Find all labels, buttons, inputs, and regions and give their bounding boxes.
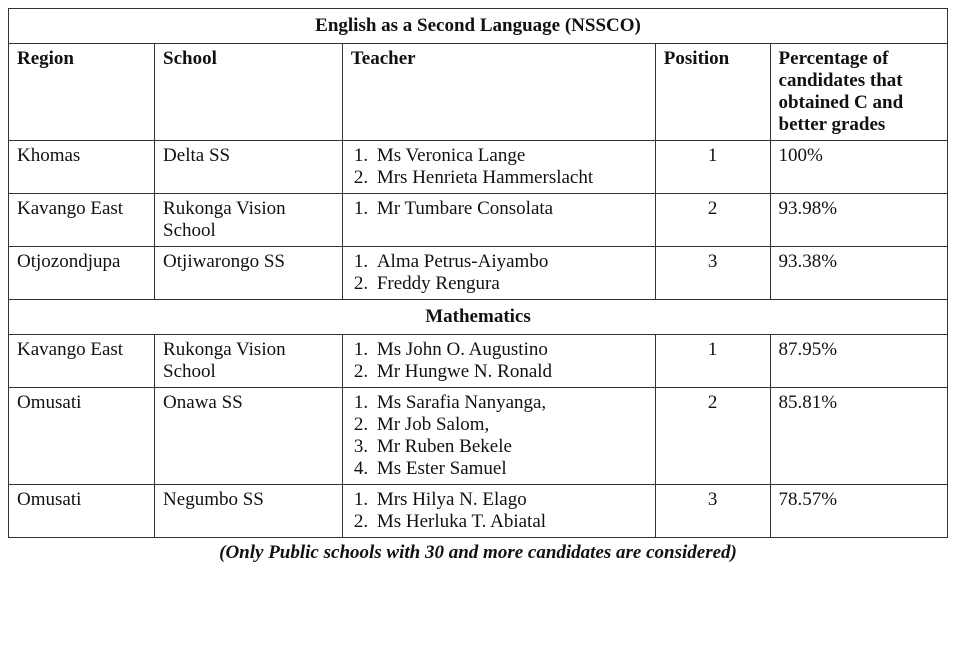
cell-school: Rukonga Vision School [155, 194, 343, 247]
teacher-list: Alma Petrus-Aiyambo Freddy Rengura [351, 251, 647, 295]
table-row: Otjozondjupa Otjiwarongo SS Alma Petrus-… [9, 247, 948, 300]
cell-position: 3 [655, 485, 770, 538]
cell-region: Otjozondjupa [9, 247, 155, 300]
teacher-item: Ms John O. Augustino [373, 339, 647, 361]
cell-percentage: 85.81% [770, 388, 947, 485]
cell-school: Negumbo SS [155, 485, 343, 538]
cell-region: Omusati [9, 485, 155, 538]
teacher-item: Freddy Rengura [373, 273, 647, 295]
cell-teachers: Alma Petrus-Aiyambo Freddy Rengura [342, 247, 655, 300]
teacher-item: Ms Veronica Lange [373, 145, 647, 167]
cell-teachers: Ms Veronica Lange Mrs Henrieta Hammersla… [342, 141, 655, 194]
cell-teachers: Mr Tumbare Consolata [342, 194, 655, 247]
col-header-percentage: Percentage of candidates that obtained C… [770, 44, 947, 141]
table-row: Omusati Negumbo SS Mrs Hilya N. Elago Ms… [9, 485, 948, 538]
cell-teachers: Ms John O. Augustino Mr Hungwe N. Ronald [342, 335, 655, 388]
cell-school: Otjiwarongo SS [155, 247, 343, 300]
table-row: Khomas Delta SS Ms Veronica Lange Mrs He… [9, 141, 948, 194]
teacher-item: Mr Tumbare Consolata [373, 198, 647, 220]
section-title: English as a Second Language (NSSCO) [9, 9, 948, 44]
col-header-region: Region [9, 44, 155, 141]
table-row: Kavango East Rukonga Vision School Mr Tu… [9, 194, 948, 247]
teacher-list: Mrs Hilya N. Elago Ms Herluka T. Abiatal [351, 489, 647, 533]
cell-region: Khomas [9, 141, 155, 194]
teacher-item: Mr Ruben Bekele [373, 436, 647, 458]
table-row: Omusati Onawa SS Ms Sarafia Nanyanga, Mr… [9, 388, 948, 485]
teacher-list: Ms Veronica Lange Mrs Henrieta Hammersla… [351, 145, 647, 189]
table-caption: (Only Public schools with 30 and more ca… [8, 538, 948, 564]
column-header-row: Region School Teacher Position Percentag… [9, 44, 948, 141]
teacher-list: Mr Tumbare Consolata [351, 198, 647, 220]
teacher-item: Alma Petrus-Aiyambo [373, 251, 647, 273]
teacher-item: Mrs Hilya N. Elago [373, 489, 647, 511]
cell-school: Rukonga Vision School [155, 335, 343, 388]
cell-percentage: 93.38% [770, 247, 947, 300]
teacher-item: Mr Hungwe N. Ronald [373, 361, 647, 383]
col-header-school: School [155, 44, 343, 141]
cell-school: Onawa SS [155, 388, 343, 485]
teacher-item: Ms Sarafia Nanyanga, [373, 392, 647, 414]
section-title: Mathematics [9, 300, 948, 335]
cell-percentage: 78.57% [770, 485, 947, 538]
cell-teachers: Mrs Hilya N. Elago Ms Herluka T. Abiatal [342, 485, 655, 538]
teacher-list: Ms Sarafia Nanyanga, Mr Job Salom, Mr Ru… [351, 392, 647, 480]
cell-position: 3 [655, 247, 770, 300]
col-header-teacher: Teacher [342, 44, 655, 141]
cell-teachers: Ms Sarafia Nanyanga, Mr Job Salom, Mr Ru… [342, 388, 655, 485]
col-header-position: Position [655, 44, 770, 141]
section-title-row: English as a Second Language (NSSCO) [9, 9, 948, 44]
cell-position: 2 [655, 194, 770, 247]
teacher-item: Mrs Henrieta Hammerslacht [373, 167, 647, 189]
teacher-item: Ms Ester Samuel [373, 458, 647, 480]
teacher-item: Ms Herluka T. Abiatal [373, 511, 647, 533]
cell-percentage: 93.98% [770, 194, 947, 247]
cell-region: Omusati [9, 388, 155, 485]
teacher-list: Ms John O. Augustino Mr Hungwe N. Ronald [351, 339, 647, 383]
section-title-row: Mathematics [9, 300, 948, 335]
cell-position: 1 [655, 335, 770, 388]
cell-school: Delta SS [155, 141, 343, 194]
cell-position: 1 [655, 141, 770, 194]
cell-percentage: 100% [770, 141, 947, 194]
teacher-item: Mr Job Salom, [373, 414, 647, 436]
table-row: Kavango East Rukonga Vision School Ms Jo… [9, 335, 948, 388]
cell-percentage: 87.95% [770, 335, 947, 388]
results-table: English as a Second Language (NSSCO) Reg… [8, 8, 948, 538]
cell-region: Kavango East [9, 335, 155, 388]
cell-position: 2 [655, 388, 770, 485]
cell-region: Kavango East [9, 194, 155, 247]
